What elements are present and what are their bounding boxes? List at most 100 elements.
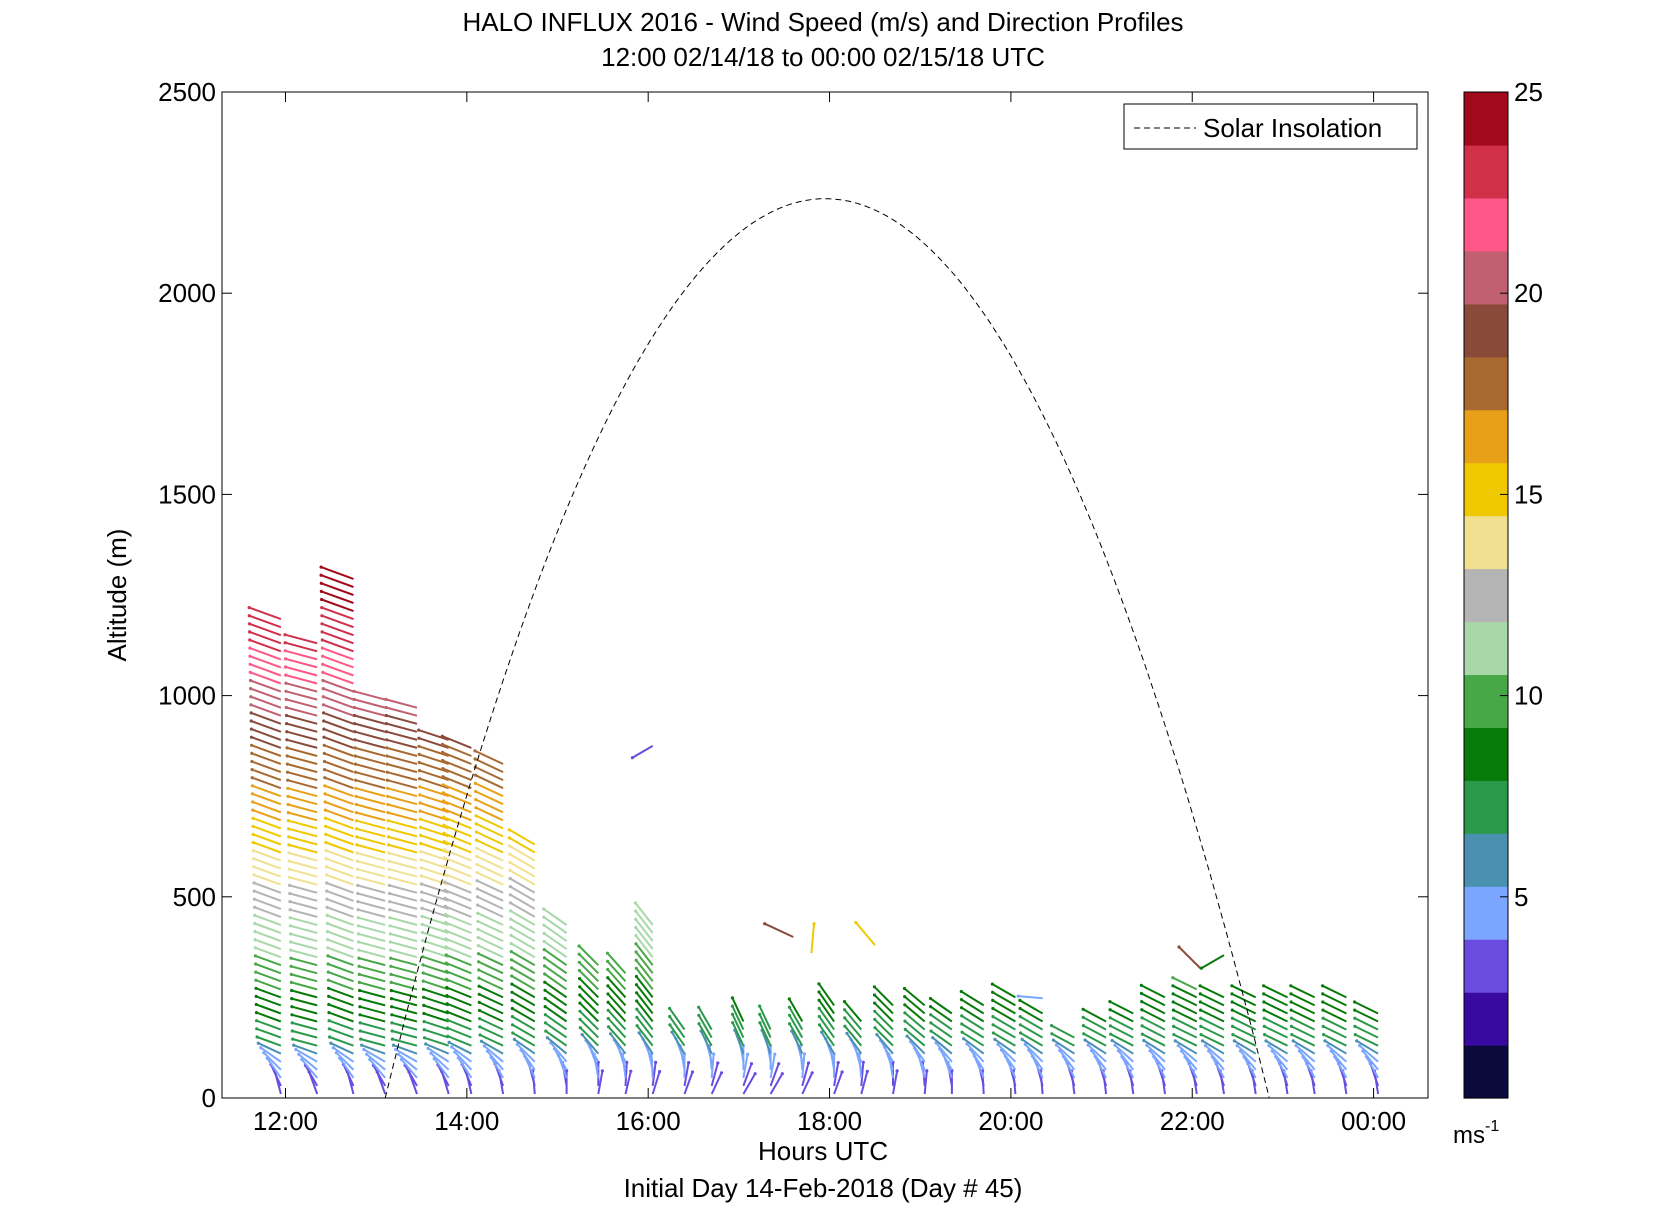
wind-barb — [509, 853, 536, 870]
wind-barb — [320, 574, 354, 588]
wind-barb-head — [1353, 1000, 1357, 1004]
wind-barb-head — [509, 950, 513, 954]
wind-barb-head — [252, 897, 256, 901]
wind-barb — [397, 1053, 418, 1071]
wind-barb — [322, 655, 354, 669]
wind-barb-head — [419, 833, 423, 838]
wind-barb-head — [1231, 1033, 1235, 1037]
wind-barb-head — [353, 722, 357, 726]
wind-barb — [354, 746, 386, 757]
wind-barb-head — [325, 921, 329, 926]
wind-barb-head — [323, 792, 327, 796]
wind-barb-head — [959, 989, 963, 994]
wind-barb — [1062, 1056, 1076, 1079]
wind-barb-head — [248, 654, 252, 658]
wind-barb — [609, 1033, 627, 1055]
wind-barb-head — [773, 1052, 777, 1056]
wind-barb — [843, 1000, 863, 1023]
wind-barb-head — [417, 769, 422, 773]
wind-barb-head — [787, 997, 791, 1001]
wind-barb — [423, 1028, 450, 1039]
wind-barb — [422, 947, 450, 959]
wind-barb — [419, 802, 450, 814]
wind-barb — [710, 1053, 715, 1078]
colorbar-segment — [1464, 250, 1508, 305]
wind-barb — [252, 809, 282, 822]
wind-barb — [290, 957, 318, 967]
wind-barb-head — [322, 711, 326, 715]
wind-barb-head — [746, 1052, 750, 1056]
wind-barb-head — [442, 815, 446, 819]
colorbar-tick-label: 15 — [1514, 479, 1543, 509]
wind-barb-head — [285, 762, 289, 766]
wind-barb — [389, 924, 418, 934]
wind-barb-head — [925, 1069, 929, 1073]
wind-barb-head — [453, 1050, 457, 1054]
wind-barb-head — [1353, 1008, 1357, 1012]
wind-barb — [788, 998, 804, 1023]
wind-barb — [1324, 1040, 1347, 1055]
wind-barb — [446, 970, 472, 983]
wind-barb — [635, 975, 654, 999]
wind-barb — [874, 1018, 894, 1039]
wind-barb — [476, 839, 504, 854]
wind-barb — [298, 1053, 318, 1071]
wind-barb-head — [474, 806, 478, 810]
wind-barb-head — [629, 1069, 633, 1073]
wind-barb — [418, 761, 450, 774]
wind-barb-head — [1171, 992, 1175, 996]
wind-barb-head — [543, 1013, 548, 1017]
wind-barb-head — [327, 1019, 331, 1023]
wind-barb-head — [251, 849, 256, 853]
wind-barb — [1082, 1008, 1107, 1023]
wind-barb — [1172, 1001, 1198, 1015]
wind-barb — [606, 968, 627, 991]
wind-barb — [731, 1013, 745, 1039]
wind-barb-head — [352, 705, 356, 710]
wind-barb — [1111, 1039, 1134, 1055]
wind-barb — [790, 1030, 804, 1055]
wind-barb-head — [320, 606, 324, 610]
wind-barb-head — [1262, 1024, 1266, 1028]
wind-barb — [1322, 1009, 1347, 1023]
wind-barb — [419, 769, 450, 782]
wind-barb-head — [319, 581, 323, 585]
wind-barb-head — [385, 778, 389, 782]
wind-barb-head — [993, 1037, 997, 1041]
wind-barb-head — [386, 794, 390, 799]
wind-barb — [445, 962, 472, 975]
wind-barb-head — [421, 955, 425, 959]
wind-barb — [287, 771, 318, 782]
wind-barb-head — [635, 999, 639, 1003]
wind-barb-head — [389, 956, 393, 960]
wind-barb-head — [542, 931, 546, 936]
wind-barb — [1263, 1025, 1288, 1039]
wind-barb — [697, 1006, 713, 1031]
wind-barb-head — [1230, 992, 1234, 996]
wind-barb — [606, 960, 627, 982]
wind-barb-head — [843, 1016, 847, 1020]
wind-barb — [849, 1039, 863, 1063]
wind-barb — [442, 791, 472, 806]
wind-barb-head — [477, 1000, 481, 1005]
wind-barb — [248, 614, 282, 629]
wind-barb — [354, 730, 386, 741]
wind-barb-head — [390, 1037, 394, 1041]
wind-barb — [388, 876, 418, 886]
wind-barb — [356, 843, 386, 854]
wind-barb-head — [319, 573, 323, 577]
wind-barb-head — [418, 825, 423, 829]
wind-barb — [1114, 1044, 1134, 1063]
colorbar-segment — [1464, 144, 1508, 199]
wind-barb — [389, 884, 418, 894]
wind-barb-head — [324, 865, 328, 869]
wind-barb-head — [1230, 1016, 1234, 1020]
wind-barb — [904, 1004, 926, 1023]
wind-barb-head — [248, 630, 252, 634]
wind-barb — [929, 997, 953, 1015]
wind-barb-head — [1086, 1043, 1090, 1047]
wind-barb-head — [297, 1052, 301, 1056]
wind-barb-head — [385, 738, 389, 742]
wind-barb-head — [634, 925, 638, 930]
wind-barb-head — [321, 703, 326, 707]
